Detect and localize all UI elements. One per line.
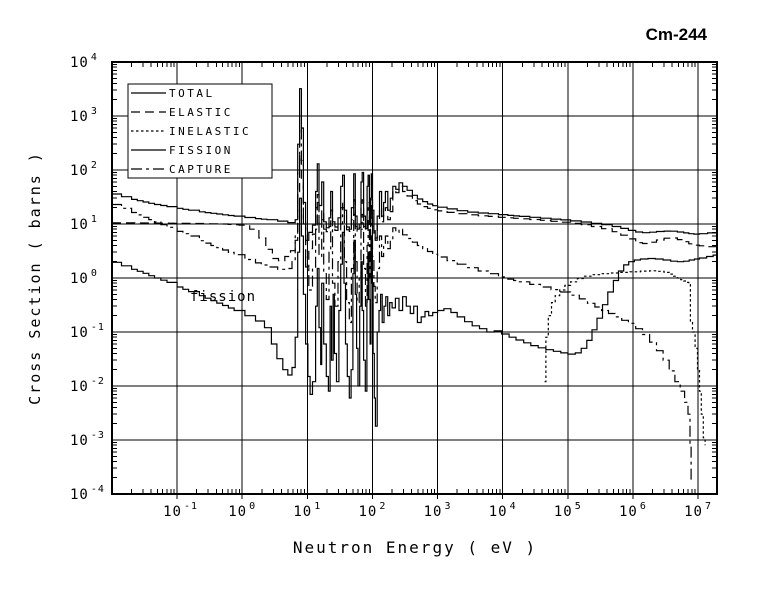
series-total (112, 88, 717, 241)
legend-label-capture: CAPTURE (169, 163, 233, 176)
series-fission (112, 197, 717, 427)
y-axis-label: Cross Section ( barns ) (26, 151, 44, 405)
series-capture (112, 127, 692, 483)
chart-generated: 10 -1 10 0 10 1 10 2 10 3 10 4 10 5 10 6 10 7 10 -4 10 -3 10 -2… (70, 52, 718, 520)
legend-label-fission: FISSION (169, 144, 233, 157)
x-tick-10e7: 10 7 (684, 501, 712, 520)
y-tick-10e-1: 10 -1 (70, 322, 105, 341)
y-tick-10e-3: 10 -3 (70, 430, 105, 449)
y-tick-10e2: 10 2 (70, 160, 98, 179)
plot-border (111, 61, 718, 495)
x-tick-10e1: 10 1 (293, 501, 321, 520)
series-elastic (112, 153, 717, 268)
data-curves (112, 88, 717, 483)
x-tick-10e2: 10 2 (358, 501, 386, 520)
legend-label-elastic: ELASTIC (169, 106, 233, 119)
x-tick-labels: 10 -1 10 0 10 1 10 2 10 3 10 4 10 5 10 6 10 7 (163, 501, 712, 520)
y-tick-10e4: 10 4 (70, 52, 98, 71)
minor-ticks (112, 62, 717, 499)
x-tick-10e5: 10 5 (554, 501, 582, 520)
x-axis-label: Neutron Energy ( eV ) (293, 538, 537, 557)
x-tick-10e0: 10 0 (228, 501, 256, 520)
y-tick-10e0: 10 0 (70, 268, 98, 287)
fission-annotation: fission (190, 289, 256, 305)
legend-label-inelastic: INELASTIC (169, 125, 251, 138)
chart-title: Cm-244 (646, 25, 708, 44)
x-tick-10e3: 10 3 (424, 501, 452, 520)
legend: TOTAL ELASTIC INELASTIC FISSION CAPTURE (127, 83, 273, 179)
series-inelastic (544, 270, 706, 446)
x-tick-10e4: 10 4 (489, 501, 517, 520)
y-tick-10e-4: 10 -4 (70, 484, 105, 503)
legend-label-total: TOTAL (169, 87, 215, 100)
y-tick-10e1: 10 1 (70, 214, 98, 233)
y-tick-10e-2: 10 -2 (70, 376, 105, 395)
x-tick-10e6: 10 6 (619, 501, 647, 520)
y-tick-10e3: 10 3 (70, 106, 98, 125)
x-tick-10e-1: 10 -1 (163, 501, 198, 520)
